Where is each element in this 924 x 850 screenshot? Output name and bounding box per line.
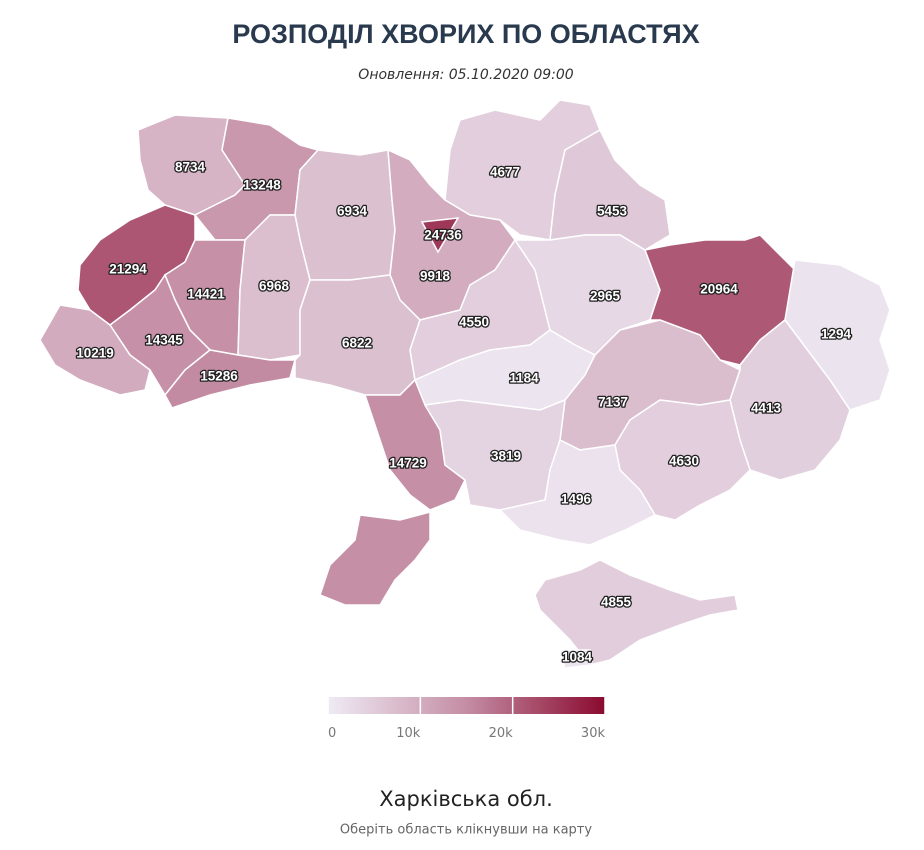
region-value-label: 5453 — [597, 204, 628, 219]
legend-tick-label: 20k — [489, 726, 514, 741]
region-value-label: 6968 — [259, 279, 290, 294]
region-value-label: 8734 — [175, 160, 206, 175]
region[interactable] — [549, 128, 671, 251]
region-value-label: 4630 — [669, 454, 699, 469]
region[interactable] — [420, 217, 460, 254]
region-value-label: 2965 — [590, 289, 621, 304]
hint: Оберіть область клікнувши на карту — [340, 823, 592, 838]
region-value-label: 24736 — [424, 228, 462, 243]
region-value-label: 4550 — [459, 315, 489, 330]
region-value-label: 13248 — [243, 178, 281, 193]
region-value-label: 6822 — [342, 336, 372, 351]
region[interactable] — [39, 304, 151, 396]
chart-subtitle: Оновлення: 05.10.2020 09:00 — [358, 67, 573, 83]
region[interactable] — [498, 438, 657, 546]
region-value-label: 14421 — [187, 287, 225, 302]
region-value-label: 20964 — [700, 282, 738, 297]
region[interactable] — [534, 559, 739, 666]
color-legend: 0 10k 20k 30k — [327, 697, 606, 741]
region-value-label: 4677 — [490, 165, 520, 180]
region-value-label: 1184 — [509, 371, 539, 386]
region[interactable] — [559, 649, 593, 669]
region-value-label: 1084 — [562, 650, 593, 665]
region-value-label: 14729 — [389, 456, 427, 471]
region-value-label: 6934 — [337, 204, 368, 219]
region[interactable] — [164, 349, 296, 409]
region-value-label: 10219 — [76, 346, 114, 361]
selected-region: Харківська обл. — [379, 787, 553, 811]
region-value-label: 7137 — [598, 395, 628, 410]
region-value-label: 9918 — [420, 269, 451, 284]
region-value-label: 3819 — [491, 449, 521, 464]
chart-title: РОЗПОДІЛ ХВОРИХ ПО ОБЛАСТЯХ — [232, 19, 699, 49]
region-value-label: 21294 — [109, 262, 147, 277]
region-value-label: 15286 — [200, 369, 238, 384]
region-value-label: 4855 — [601, 595, 632, 610]
value-labels: 8734 13248 6934 4677 5453 9918 24736 21294 14421… — [75, 158, 853, 666]
legend-tick-label: 10k — [396, 726, 421, 741]
region-value-label: 1294 — [821, 327, 852, 342]
region-value-label: 4413 — [751, 401, 782, 416]
legend-bar — [328, 697, 605, 714]
region-value-label: 14345 — [145, 333, 183, 348]
legend-tick-label: 0 — [328, 726, 336, 741]
region-value-label: 1496 — [561, 492, 592, 507]
regions — [39, 99, 891, 669]
legend-tick-label: 30k — [581, 726, 606, 741]
